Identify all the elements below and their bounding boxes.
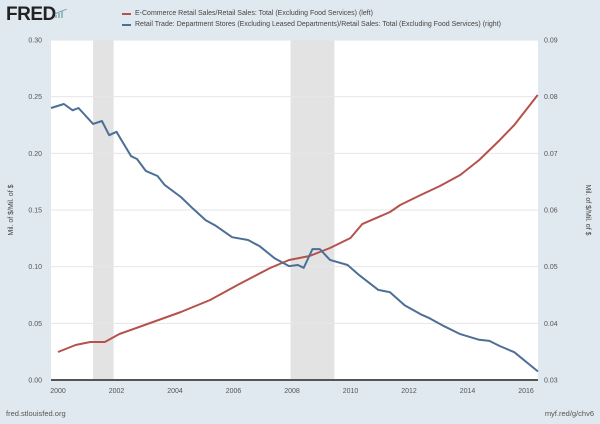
x-tick-label: 2016 [518,388,534,395]
y-tick-label-right: 0.07 [544,151,558,158]
x-tick-label: 2002 [109,388,125,395]
y-tick-label-right: 0.06 [544,208,558,215]
x-tick-label: 2014 [460,388,476,395]
y-tick-label-left: 0.30 [28,38,42,45]
legend-item-ecommerce[interactable]: E-Commerce Retail Sales/Retail Sales: To… [122,8,501,19]
y-axis-label-left: Mil. of $/Mil. of $ [8,184,15,235]
legend-item-department-stores[interactable]: Retail Trade: Department Stores (Excludi… [122,19,501,30]
x-tick-label: 2010 [343,388,359,395]
y-tick-label-right: 0.03 [544,378,558,385]
y-tick-label-left: 0.00 [28,378,42,385]
legend-label: Retail Trade: Department Stores (Excludi… [135,21,501,28]
x-tick-label: 2004 [167,388,183,395]
fred-logo[interactable]: FRED [6,4,56,25]
chart-logo-icon [55,9,67,18]
y-tick-label-left: 0.10 [28,264,42,271]
series-line-1 [50,103,539,373]
x-tick-label: 2008 [284,388,300,395]
legend-swatch [122,12,131,15]
y-tick-label-right: 0.04 [544,321,558,328]
source-link[interactable]: fred.stlouisfed.org [6,409,66,418]
legend-label: E-Commerce Retail Sales/Retail Sales: To… [135,10,373,17]
y-tick-label-right: 0.09 [544,38,558,45]
short-link[interactable]: myf.red/g/chv6 [544,409,594,418]
y-tick-label-left: 0.15 [28,208,42,215]
y-tick-label-right: 0.05 [544,264,558,271]
y-tick-label-left: 0.05 [28,321,42,328]
y-axis-label-right: Mil. of $/Mil. of $ [584,185,591,236]
series-line-0 [57,94,539,353]
y-tick-label-right: 0.08 [544,94,558,101]
y-tick-label-left: 0.25 [28,94,42,101]
legend-swatch [122,23,131,26]
y-tick-label-left: 0.20 [28,151,42,158]
x-tick-label: 2000 [50,388,66,395]
chart-legend: E-Commerce Retail Sales/Retail Sales: To… [122,8,501,30]
x-tick-label: 2006 [226,388,242,395]
x-tick-label: 2012 [401,388,417,395]
